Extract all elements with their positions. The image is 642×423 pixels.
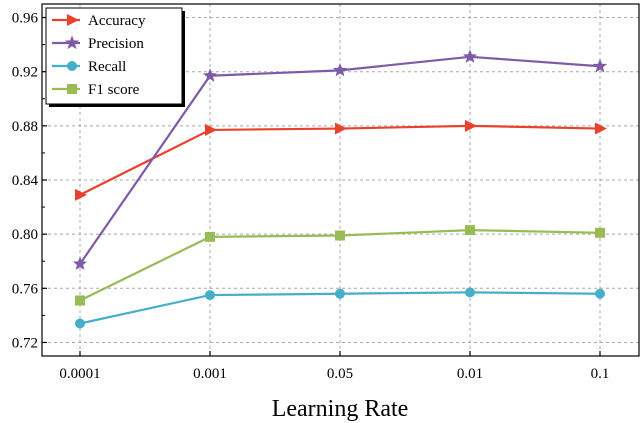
y-tick-label: 0.92 [12, 65, 38, 81]
legend-precision-marker [64, 35, 80, 50]
x-tick-label: 0.05 [327, 366, 353, 382]
precision-point [72, 256, 88, 271]
grid-layer [42, 4, 639, 356]
legend-recall-label: Recall [88, 59, 126, 75]
f1-score-point [205, 231, 215, 242]
accuracy-point [465, 119, 477, 132]
recall-point [75, 318, 85, 329]
y-tick-label: 0.96 [12, 11, 39, 27]
y-tick-label: 0.72 [12, 335, 38, 351]
legend-accuracy-label: Accuracy [88, 13, 146, 29]
recall-point [595, 288, 605, 299]
legend: Accuracy Precision Recall F1 score [45, 7, 185, 107]
y-tick-label: 0.76 [12, 281, 39, 297]
recall-point [465, 287, 475, 298]
x-axis-title: Learning Rate [272, 396, 409, 422]
accuracy-point [75, 188, 87, 201]
f1-score-point [75, 295, 85, 306]
x-tick-label: 0.0001 [59, 366, 100, 382]
accuracy-point [205, 123, 217, 136]
tick-layer: 0.72 0.76 0.80 0.84 0.88 0.92 0.96 0.0001 0.001 0… [12, 11, 610, 382]
f1-score-point [465, 225, 475, 236]
legend-f1-score-marker [67, 84, 77, 94]
precision-point [332, 62, 348, 77]
recall-point [205, 290, 215, 301]
series-layer [72, 49, 608, 329]
recall-point [335, 288, 345, 299]
precision-point [462, 49, 478, 63]
precision-point [202, 68, 218, 82]
x-tick-label: 0.1 [591, 366, 610, 382]
legend-accuracy-marker [67, 14, 79, 26]
f1-score-point [595, 227, 605, 238]
y-tick-label: 0.84 [12, 173, 39, 189]
x-tick-label: 0.01 [457, 366, 483, 382]
y-tick-label: 0.80 [12, 227, 38, 243]
legend-precision-label: Precision [88, 36, 144, 52]
f1-score-point [335, 230, 345, 241]
accuracy-point [595, 122, 607, 135]
legend-f1-score-label: F1 score [88, 82, 140, 98]
legend-recall-marker [67, 61, 77, 71]
accuracy-point [335, 122, 347, 135]
y-tick-label: 0.88 [12, 119, 38, 135]
precision-point [592, 58, 608, 73]
x-tick-label: 0.001 [193, 366, 227, 382]
